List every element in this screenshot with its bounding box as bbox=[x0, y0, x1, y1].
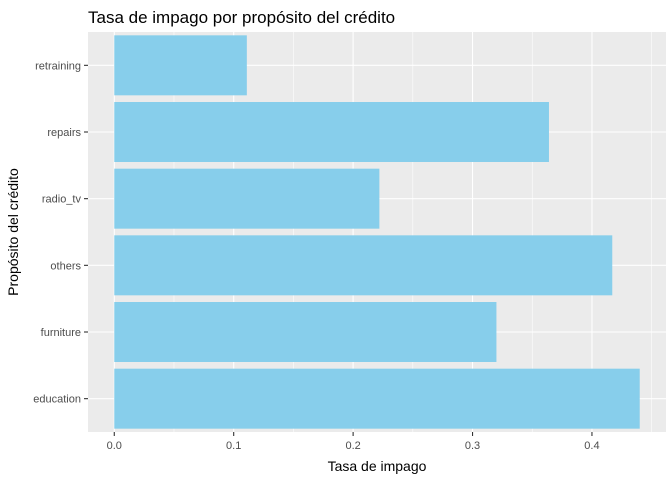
bar-furniture bbox=[114, 302, 496, 362]
x-axis-title: Tasa de impago bbox=[328, 458, 427, 474]
x-tick-label: 0.3 bbox=[465, 440, 480, 452]
x-tick-label: 0.0 bbox=[107, 440, 122, 452]
chart-title: Tasa de impago por propósito del crédito bbox=[88, 8, 395, 27]
bar-repairs bbox=[114, 102, 549, 162]
bar-retraining bbox=[114, 35, 247, 95]
y-tick-label: education bbox=[33, 394, 81, 406]
y-tick-label: retraining bbox=[35, 60, 81, 72]
x-tick-label: 0.2 bbox=[345, 440, 360, 452]
y-axis-title: Propósito del crédito bbox=[5, 168, 21, 296]
bar-radio_tv bbox=[114, 169, 379, 229]
y-tick-label: furniture bbox=[41, 327, 81, 339]
bar-others bbox=[114, 235, 612, 295]
x-tick-label: 0.1 bbox=[226, 440, 241, 452]
y-tick-label: repairs bbox=[47, 127, 81, 139]
y-tick-label: others bbox=[50, 260, 81, 272]
x-axis: 0.0 0.1 0.2 0.3 0.4 bbox=[107, 432, 600, 452]
y-tick-label: radio_tv bbox=[42, 194, 82, 206]
y-axis: education furniture others radio_tv repairs r… bbox=[33, 60, 88, 405]
x-tick-label: 0.4 bbox=[584, 440, 599, 452]
bar-education bbox=[114, 369, 639, 429]
